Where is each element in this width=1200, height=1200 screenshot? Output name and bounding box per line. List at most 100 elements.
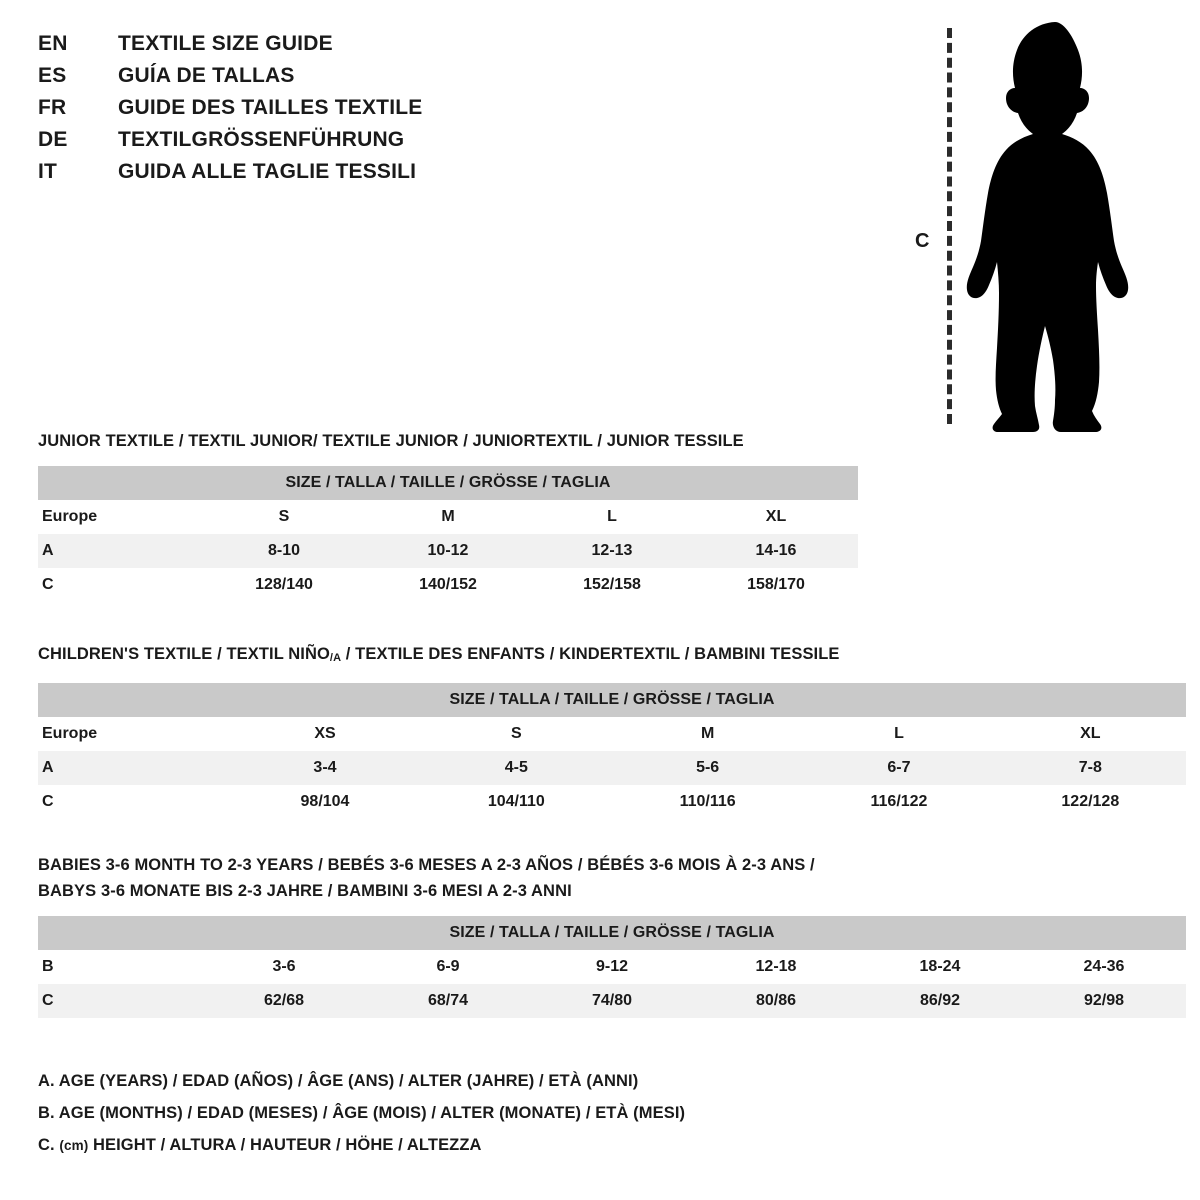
junior-header-row: Europe S M L XL [38,500,858,534]
table-row: B 3-6 6-9 9-12 12-18 18-24 24-36 [38,950,1186,984]
junior-a-0: 8-10 [202,534,366,568]
junior-a-1: 10-12 [366,534,530,568]
language-row: IT GUIDA ALLE TAGLIE TESSILI [38,160,598,192]
junior-header-region: Europe [38,500,202,534]
children-c-1: 104/110 [420,785,612,819]
children-a-0: 3-4 [229,751,421,785]
babies-c-1: 68/74 [366,984,530,1018]
junior-section-title: JUNIOR TEXTILE / TEXTIL JUNIOR/ TEXTILE … [38,432,744,450]
children-title-post: / TEXTILE DES ENFANTS / KINDERTEXTIL / B… [341,645,840,663]
language-title: GUÍA DE TALLAS [118,64,295,87]
babies-c-0: 62/68 [202,984,366,1018]
children-a-3: 6-7 [803,751,995,785]
junior-column-3: XL [694,500,858,534]
junior-textile-section: JUNIOR TEXTILE / TEXTIL JUNIOR/ TEXTILE … [38,428,858,602]
language-code: FR [38,96,67,119]
babies-c-5: 92/98 [1022,984,1186,1018]
children-column-3: L [803,717,995,751]
children-band-label: SIZE / TALLA / TAILLE / GRÖSSE / TAGLIA [38,683,1186,717]
babies-textile-section: BABIES 3-6 MONTH TO 2-3 YEARS / BEBÉS 3-… [38,852,1186,1018]
table-row: A 8-10 10-12 12-13 14-16 [38,534,858,568]
legend-c-suffix: HEIGHT / ALTURA / HAUTEUR / HÖHE / ALTEZ… [88,1136,482,1154]
junior-a-3: 14-16 [694,534,858,568]
language-title-block: EN TEXTILE SIZE GUIDE ES GUÍA DE TALLAS FR GU… [38,32,598,192]
junior-row-label-a: A [38,534,202,568]
junior-c-3: 158/170 [694,568,858,602]
junior-band-label: SIZE / TALLA / TAILLE / GRÖSSE / TAGLIA [38,466,858,500]
babies-title-line-2: BABYS 3-6 MONATE BIS 2-3 JAHRE / BAMBINI… [38,882,572,900]
toddler-silhouette-icon [966,22,1129,432]
children-header-region: Europe [38,717,230,751]
junior-a-2: 12-13 [530,534,694,568]
height-figure-block: C [905,12,1185,437]
junior-c-1: 140/152 [366,568,530,602]
children-textile-section: CHILDREN'S TEXTILE / TEXTIL NIÑO/A / TEX… [38,641,1186,819]
babies-size-table: SIZE / TALLA / TAILLE / GRÖSSE / TAGLIA … [38,916,1186,1018]
language-title: TEXTILGRÖSSENFÜHRUNG [118,128,405,151]
children-header-row: Europe XS S M L XL [38,717,1186,751]
children-c-4: 122/128 [994,785,1186,819]
children-section-title: CHILDREN'S TEXTILE / TEXTIL NIÑO/A / TEX… [38,641,1186,671]
children-size-table: SIZE / TALLA / TAILLE / GRÖSSE / TAGLIA … [38,683,1186,819]
children-column-1: S [420,717,612,751]
junior-column-1: M [366,500,530,534]
junior-band-row: SIZE / TALLA / TAILLE / GRÖSSE / TAGLIA [38,466,858,500]
children-column-0: XS [229,717,421,751]
children-band-row: SIZE / TALLA / TAILLE / GRÖSSE / TAGLIA [38,683,1186,717]
children-c-2: 110/116 [611,785,804,819]
language-code: DE [38,128,68,151]
junior-c-2: 152/158 [530,568,694,602]
junior-column-0: S [202,500,366,534]
language-code: EN [38,32,68,55]
babies-b-2: 9-12 [530,950,694,984]
babies-band-label: SIZE / TALLA / TAILLE / GRÖSSE / TAGLIA [38,916,1186,950]
legend-line-a: A. AGE (YEARS) / EDAD (AÑOS) / ÂGE (ANS)… [38,1072,639,1090]
children-title-subscript: /A [329,652,342,664]
language-row: ES GUÍA DE TALLAS [38,64,598,96]
legend-c-prefix: C. [38,1136,60,1154]
language-row: FR GUIDE DES TAILLES TEXTILE [38,96,598,128]
language-title: GUIDE DES TAILLES TEXTILE [118,96,423,119]
babies-band-row: SIZE / TALLA / TAILLE / GRÖSSE / TAGLIA [38,916,1186,950]
babies-b-5: 24-36 [1022,950,1186,984]
babies-c-4: 86/92 [858,984,1022,1018]
babies-b-3: 12-18 [694,950,858,984]
babies-section-title: BABIES 3-6 MONTH TO 2-3 YEARS / BEBÉS 3-… [38,852,1186,904]
legend-line-b: B. AGE (MONTHS) / EDAD (MESES) / ÂGE (MO… [38,1104,686,1122]
children-c-0: 98/104 [229,785,421,819]
junior-size-table: SIZE / TALLA / TAILLE / GRÖSSE / TAGLIA … [38,466,858,602]
babies-b-4: 18-24 [858,950,1022,984]
junior-column-2: L [530,500,694,534]
height-dashed-line [947,28,952,424]
junior-c-0: 128/140 [202,568,366,602]
children-title-pre: CHILDREN'S TEXTILE / TEXTIL NIÑO [38,645,330,663]
children-row-label-a: A [38,751,230,785]
children-row-label-c: C [38,785,230,819]
table-row: C 62/68 68/74 74/80 80/86 86/92 92/98 [38,984,1186,1018]
language-code: ES [38,64,67,87]
babies-b-1: 6-9 [366,950,530,984]
table-row: C 128/140 140/152 152/158 158/170 [38,568,858,602]
language-title: TEXTILE SIZE GUIDE [118,32,333,55]
legend-c-unit: (cm) [59,1138,89,1153]
table-row: A 3-4 4-5 5-6 6-7 7-8 [38,751,1186,785]
legend-line-c: C. (cm) HEIGHT / ALTURA / HAUTEUR / HÖHE… [38,1129,938,1162]
babies-c-3: 80/86 [694,984,858,1018]
children-a-4: 7-8 [994,751,1186,785]
children-column-2: M [611,717,804,751]
babies-row-label-c: C [38,984,202,1018]
language-title: GUIDA ALLE TAGLIE TESSILI [118,160,417,183]
table-row: C 98/104 104/110 110/116 116/122 122/128 [38,785,1186,819]
babies-title-line-1: BABIES 3-6 MONTH TO 2-3 YEARS / BEBÉS 3-… [38,856,815,874]
babies-b-0: 3-6 [202,950,366,984]
children-c-3: 116/122 [803,785,995,819]
legend-block: A. AGE (YEARS) / EDAD (AÑOS) / ÂGE (ANS)… [38,1065,938,1162]
language-row: DE TEXTILGRÖSSENFÜHRUNG [38,128,598,160]
children-a-2: 5-6 [611,751,804,785]
children-a-1: 4-5 [420,751,612,785]
children-column-4: XL [994,717,1186,751]
junior-row-label-c: C [38,568,202,602]
language-code: IT [38,160,58,183]
babies-c-2: 74/80 [530,984,694,1018]
language-row: EN TEXTILE SIZE GUIDE [38,32,598,64]
